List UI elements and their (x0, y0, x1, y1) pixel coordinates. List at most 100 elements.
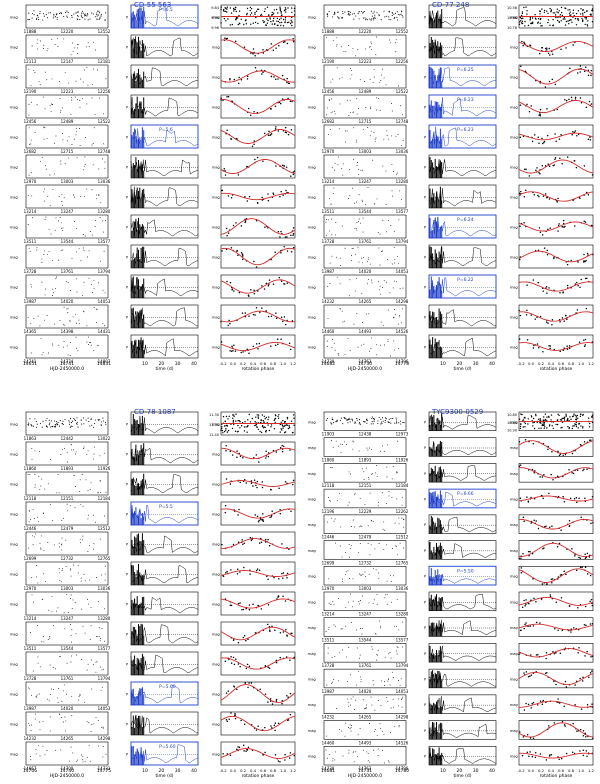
timeseries-point (327, 345, 329, 347)
phase-point (222, 752, 224, 755)
timeseries-point (377, 700, 379, 702)
phase-point (230, 662, 233, 664)
phase-point (560, 757, 563, 760)
timeseries-ylabel: mag (10, 286, 18, 290)
timeseries-point (29, 250, 31, 252)
timeseries-point (348, 471, 350, 473)
phase-axis-tick: 0.0 (528, 361, 535, 366)
timeseries-point (387, 338, 389, 340)
timeseries-point (331, 111, 333, 113)
phase-point (559, 574, 562, 576)
phase-point (577, 19, 579, 21)
periodogram-frame (428, 411, 497, 432)
timeseries-point (88, 277, 90, 279)
timeseries-point (44, 127, 46, 129)
timeseries-point (33, 69, 35, 71)
phase-point (579, 566, 582, 569)
timeseries-point (339, 257, 341, 259)
phase-point (292, 234, 294, 236)
timeseries-point (103, 452, 105, 454)
timeseries-point (356, 113, 358, 115)
phase-point (261, 425, 264, 427)
phase-point (518, 441, 521, 443)
timeseries-point (348, 501, 350, 503)
phase-point (293, 754, 295, 757)
phase-point (554, 133, 556, 135)
timeseries-point (48, 700, 50, 702)
timeseries-point (395, 38, 397, 40)
timeseries-point (77, 565, 79, 567)
phase-point (228, 658, 230, 661)
timeseries-point (37, 625, 39, 627)
phase-point (520, 190, 522, 193)
phase-point (281, 429, 283, 431)
timeseries-point (353, 519, 354, 521)
phase-point (586, 277, 588, 280)
timeseries-point (356, 229, 358, 231)
timeseries-point (92, 291, 94, 293)
phase-point (280, 12, 282, 14)
phase-point (571, 134, 573, 136)
phase-point (529, 751, 531, 753)
timeseries-point (38, 693, 40, 695)
phase-point (542, 497, 544, 500)
phase-frame (518, 34, 594, 59)
timeseries-point (377, 505, 379, 507)
phase-point (589, 623, 592, 625)
phase-point (257, 725, 259, 727)
phase-point (528, 554, 530, 557)
phase-point (575, 425, 578, 428)
periodogram-ylabel: P (424, 46, 426, 50)
phase-point (242, 744, 245, 746)
phase-point (283, 245, 285, 248)
timeseries-point (99, 217, 101, 218)
phase-point (578, 497, 580, 499)
phase-point (544, 418, 546, 421)
phase-point (590, 656, 592, 658)
phase-point (245, 482, 248, 484)
phase-point (250, 480, 253, 482)
phase-point (582, 9, 584, 12)
phase-point (537, 653, 539, 656)
timeseries-point (42, 19, 44, 21)
phase-point (526, 284, 528, 286)
phase-point (535, 621, 538, 624)
period-axis-tick: 20 (456, 361, 462, 367)
phase-point (568, 98, 570, 101)
phase-point (573, 413, 575, 415)
timeseries-point (54, 420, 56, 422)
timeseries-point (89, 760, 91, 762)
timeseries-point (93, 127, 95, 129)
phase-point (523, 672, 525, 674)
phase-point (276, 20, 278, 22)
timeseries-point (371, 646, 373, 648)
timeseries-point (351, 418, 353, 420)
timeseries-tick-label: 13794 (98, 269, 111, 274)
phase-ylabel: mag (510, 256, 518, 260)
phase-frame (220, 591, 296, 616)
phase-point (257, 22, 259, 25)
timeseries-point (354, 253, 356, 255)
timeseries-point (359, 603, 360, 605)
periodogram-frame (130, 94, 199, 119)
timeseries-point (344, 551, 346, 553)
timeseries-point (386, 476, 388, 478)
timeseries-point (358, 11, 360, 13)
phase-point (293, 417, 295, 419)
phase-point (548, 47, 550, 50)
phase-point (549, 227, 551, 229)
timeseries-point (90, 344, 92, 346)
phase-point (279, 632, 282, 634)
timeseries-tick-label: 12489 (61, 119, 74, 124)
phase-point (284, 19, 287, 21)
phase-point (560, 427, 562, 429)
timeseries-point (399, 14, 401, 16)
phase-point (526, 10, 528, 12)
phase-point (537, 18, 540, 20)
time-axis-label: HJD-2450000.0 (348, 366, 382, 372)
phase-point (232, 224, 235, 227)
timeseries-ylabel: mag (308, 420, 316, 424)
phase-point (535, 601, 537, 603)
phase-point (263, 21, 265, 24)
timeseries-point (351, 725, 353, 727)
